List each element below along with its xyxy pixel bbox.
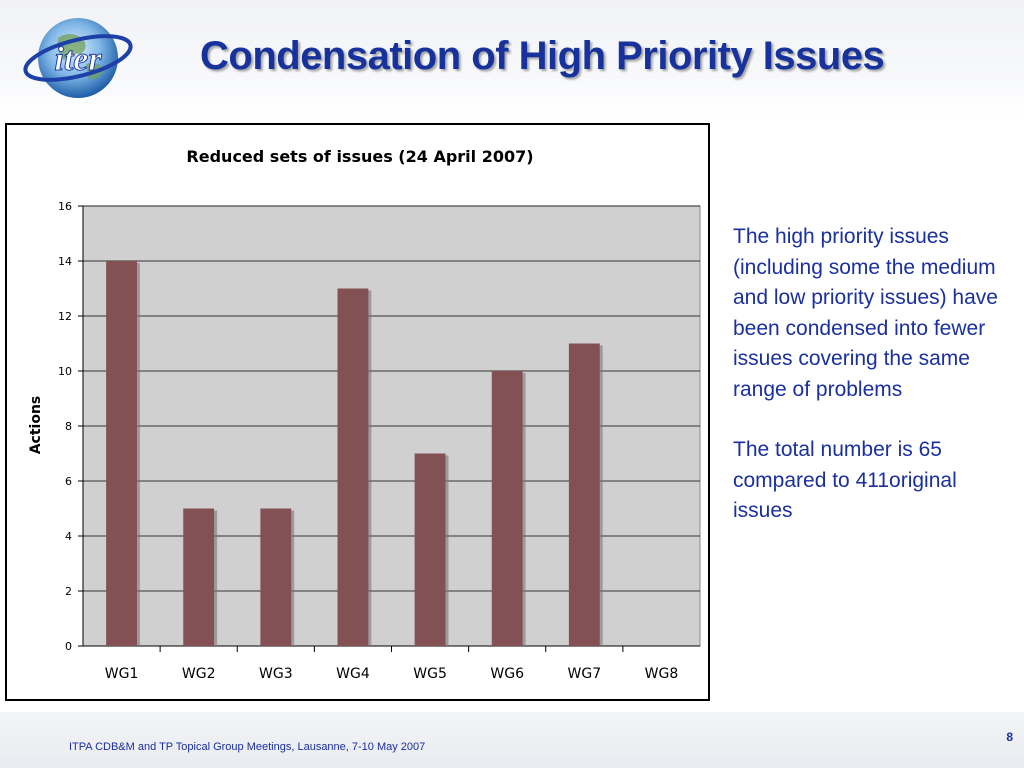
chart-title: Reduced sets of issues (24 April 2007) (186, 147, 533, 166)
x-tick-label: WG4 (336, 666, 370, 682)
y-tick-label: 12 (58, 310, 72, 323)
y-tick-label: 10 (58, 365, 72, 378)
y-tick-label: 2 (65, 585, 72, 598)
y-tick-label: 16 (58, 200, 72, 213)
bar (260, 508, 292, 646)
x-tick-label: WG2 (182, 666, 216, 682)
x-tick-label: WG7 (568, 666, 602, 682)
bar (414, 453, 446, 646)
bar-chart: Reduced sets of issues (24 April 2007) A… (28, 147, 701, 682)
logo-text: iter (54, 41, 102, 78)
body-paragraph: The total number is 65 compared to 411or… (733, 438, 957, 522)
bar (106, 261, 137, 646)
chart-container: Reduced sets of issues (24 April 2007) A… (5, 123, 710, 701)
bar (568, 343, 600, 646)
body-paragraph: The high priority issues (including some… (733, 225, 998, 401)
x-tick-label: WG1 (105, 666, 139, 682)
iter-logo: iter (23, 18, 133, 98)
x-tick-label: WG3 (259, 666, 293, 682)
body-text: The high priority issues (including some… (733, 222, 1018, 527)
x-tick-label: WG6 (490, 666, 524, 682)
footer-text: ITPA CDB&M and TP Topical Group Meetings… (69, 741, 426, 753)
slide-title: Condensation of High Priority Issues (200, 34, 885, 78)
bar (183, 508, 215, 646)
bar (491, 371, 523, 646)
bar (337, 288, 369, 646)
page-number: 8 (1006, 730, 1013, 744)
x-tick-label: WG8 (645, 666, 679, 682)
y-tick-label: 4 (65, 530, 72, 543)
y-tick-label: 8 (65, 420, 72, 433)
x-tick-label: WG5 (413, 666, 447, 682)
footer-background (0, 712, 1024, 768)
y-tick-label: 6 (65, 475, 72, 488)
y-tick-label: 0 (65, 640, 72, 653)
y-tick-label: 14 (58, 255, 72, 268)
y-axis-label: Actions (28, 396, 44, 455)
header-background (0, 0, 1024, 118)
